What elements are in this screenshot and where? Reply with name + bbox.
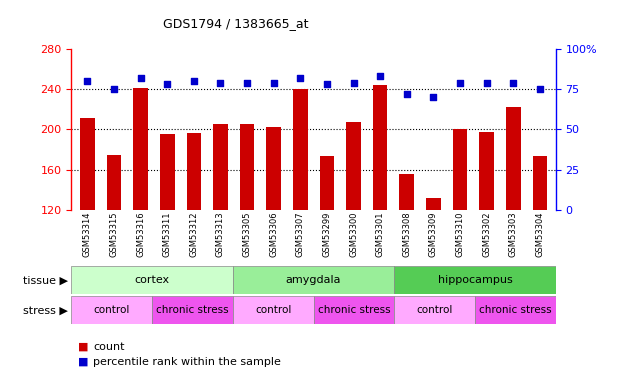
Point <box>428 94 438 100</box>
Bar <box>186 134 201 210</box>
Bar <box>394 296 475 324</box>
Text: tissue ▶: tissue ▶ <box>24 275 68 285</box>
Point <box>535 86 545 92</box>
Bar <box>453 129 467 210</box>
Bar <box>475 296 556 324</box>
Bar <box>160 134 175 210</box>
Point <box>109 86 119 92</box>
Bar <box>346 122 361 210</box>
Point <box>215 80 225 86</box>
Text: control: control <box>255 305 291 315</box>
Point <box>296 75 306 81</box>
Bar <box>399 174 414 210</box>
Point <box>402 91 412 97</box>
Bar <box>394 266 556 294</box>
Text: chronic stress: chronic stress <box>318 305 390 315</box>
Bar <box>71 266 233 294</box>
Text: ■: ■ <box>78 342 88 352</box>
Point <box>508 80 518 86</box>
Text: hippocampus: hippocampus <box>438 275 512 285</box>
Text: percentile rank within the sample: percentile rank within the sample <box>93 357 281 367</box>
Bar <box>107 154 121 210</box>
Point <box>135 75 145 81</box>
Bar <box>240 124 255 210</box>
Text: stress ▶: stress ▶ <box>24 305 68 315</box>
Text: chronic stress: chronic stress <box>156 305 229 315</box>
Text: GDS1794 / 1383665_at: GDS1794 / 1383665_at <box>163 17 309 30</box>
Bar <box>233 296 314 324</box>
Point <box>189 78 199 84</box>
Bar <box>80 118 94 210</box>
Bar <box>532 156 547 210</box>
Text: ■: ■ <box>78 357 88 367</box>
Text: control: control <box>94 305 130 315</box>
Bar <box>71 296 152 324</box>
Point <box>242 80 252 86</box>
Point <box>348 80 358 86</box>
Bar <box>266 128 281 210</box>
Bar <box>506 107 520 210</box>
Bar <box>320 156 334 210</box>
Text: chronic stress: chronic stress <box>479 305 551 315</box>
Point <box>482 80 492 86</box>
Bar <box>152 296 233 324</box>
Point <box>83 78 93 84</box>
Text: cortex: cortex <box>135 275 170 285</box>
Point <box>322 81 332 87</box>
Bar <box>293 89 307 210</box>
Bar <box>233 266 394 294</box>
Bar <box>426 198 441 210</box>
Point <box>455 80 465 86</box>
Text: control: control <box>417 305 453 315</box>
Bar <box>213 124 228 210</box>
Bar <box>134 88 148 210</box>
Text: count: count <box>93 342 125 352</box>
Point <box>375 73 385 79</box>
Bar <box>479 132 494 210</box>
Point <box>269 80 279 86</box>
Bar <box>373 85 388 210</box>
Point <box>162 81 172 87</box>
Bar <box>314 296 394 324</box>
Text: amygdala: amygdala <box>286 275 342 285</box>
